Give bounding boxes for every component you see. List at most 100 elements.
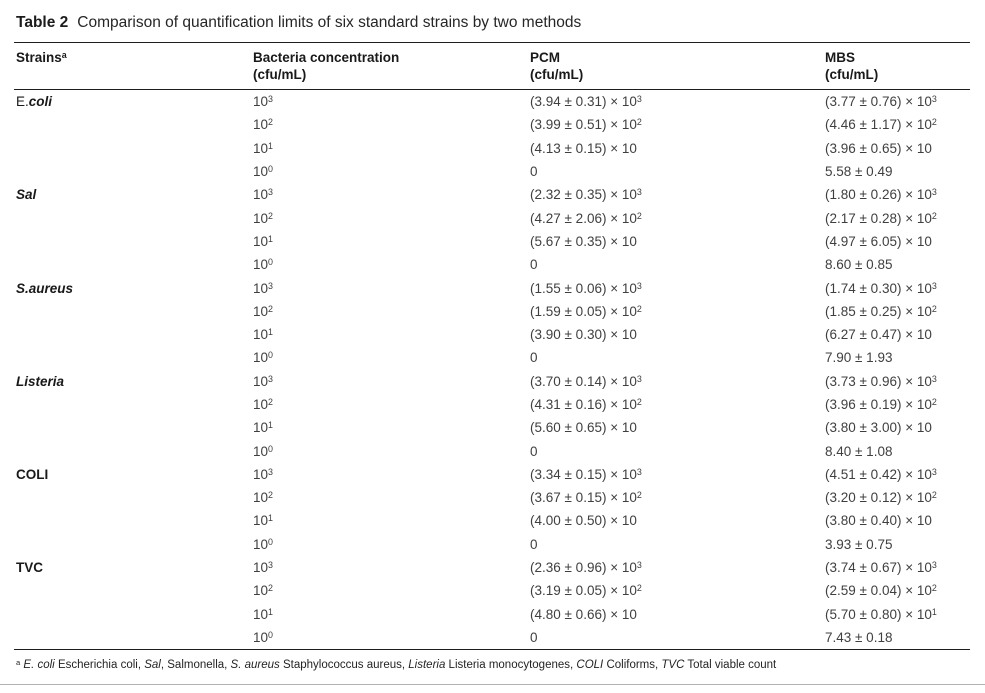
mbs-value-cell: (1.85 ± 0.25) × 102	[825, 303, 937, 319]
concentration-cell: 100	[253, 257, 273, 273]
strain-name-cell: Sal	[16, 187, 37, 203]
strain-name-cell	[14, 439, 251, 462]
strain-name-cell	[14, 626, 251, 650]
concentration-cell: 101	[253, 420, 273, 436]
pcm-value-cell: 0	[530, 350, 538, 366]
mbs-value-cell: (2.17 ± 0.28) × 102	[825, 210, 937, 226]
col-unit-concentration: (cfu/mL)	[253, 67, 307, 82]
pcm-value-cell: (3.67 ± 0.15) × 102	[530, 490, 642, 506]
mbs-value-cell: 7.43 ± 0.18	[825, 629, 893, 645]
mbs-value-cell: (3.73 ± 0.96) × 103	[825, 373, 937, 389]
mbs-value-cell: (3.77 ± 0.76) × 103	[825, 94, 937, 110]
mbs-value-cell: (3.20 ± 0.12) × 102	[825, 490, 937, 506]
table-row: 100 0 8.60 ± 0.85	[14, 253, 970, 276]
strain-name-cell	[14, 137, 251, 160]
strain-name-cell: E.coli	[16, 94, 53, 110]
pcm-value-cell: 0	[530, 164, 538, 180]
strain-name-cell	[14, 509, 251, 532]
strain-name-cell	[14, 160, 251, 183]
table-header: Strainsa Bacteria concentration (cfu/mL)…	[14, 42, 970, 90]
data-table: Strainsa Bacteria concentration (cfu/mL)…	[14, 42, 970, 650]
col-header-strains: Strainsa	[14, 42, 251, 90]
table-row: 100 0 3.93 ± 0.75	[14, 533, 970, 556]
col-header-pcm: PCM (cfu/mL)	[528, 42, 823, 90]
mbs-value-cell: (3.80 ± 0.40) × 10	[825, 513, 932, 529]
table-row: COLI 103 (3.34 ± 0.15) × 103 (4.51 ± 0.42) …	[14, 463, 970, 486]
concentration-cell: 103	[253, 280, 273, 296]
table-footnote: a E. coli Escherichia coli, Sal, Salmone…	[16, 658, 985, 672]
concentration-cell: 102	[253, 210, 273, 226]
strain-name-cell	[14, 416, 251, 439]
pcm-value-cell: (2.32 ± 0.35) × 103	[530, 187, 642, 203]
concentration-cell: 100	[253, 536, 273, 552]
table-caption: Comparison of quantification limits of s…	[77, 14, 582, 31]
col-unit-mbs: (cfu/mL)	[825, 67, 879, 82]
concentration-cell: 102	[253, 583, 273, 599]
concentration-cell: 103	[253, 373, 273, 389]
mbs-value-cell: (4.97 ± 6.05) × 10	[825, 233, 932, 249]
pcm-value-cell: 0	[530, 536, 538, 552]
table-title: Table 2 Comparison of quantification limi…	[16, 12, 985, 42]
pcm-value-cell: (3.70 ± 0.14) × 103	[530, 373, 642, 389]
table-row: S.aureus 103 (1.55 ± 0.06) × 103 (1.74 ± 0.…	[14, 276, 970, 299]
concentration-cell: 103	[253, 94, 273, 110]
footnote-reference: a	[61, 50, 67, 60]
strain-name-cell	[14, 603, 251, 626]
table-row: 102 (3.99 ± 0.51) × 102 (4.46 ± 1.17) × 10…	[14, 113, 970, 136]
table-row: E.coli 103 (3.94 ± 0.31) × 103 (3.77 ± 0.76…	[14, 90, 970, 114]
table-row: 101 (4.80 ± 0.66) × 10 (5.70 ± 0.80) × 101	[14, 603, 970, 626]
mbs-value-cell: (3.96 ± 0.65) × 10	[825, 140, 932, 156]
table-row: 102 (4.27 ± 2.06) × 102 (2.17 ± 0.28) × 10…	[14, 206, 970, 229]
concentration-cell: 103	[253, 466, 273, 482]
concentration-cell: 102	[253, 303, 273, 319]
concentration-cell: 101	[253, 513, 273, 529]
pcm-value-cell: (4.13 ± 0.15) × 10	[530, 140, 637, 156]
header-row: Strainsa Bacteria concentration (cfu/mL)…	[14, 42, 970, 90]
mbs-value-cell: (6.27 ± 0.47) × 10	[825, 327, 932, 343]
strain-name-cell: Listeria	[16, 373, 65, 389]
pcm-value-cell: (2.36 ± 0.96) × 103	[530, 560, 642, 576]
pcm-value-cell: (3.94 ± 0.31) × 103	[530, 94, 642, 110]
mbs-value-cell: 8.40 ± 1.08	[825, 443, 893, 459]
mbs-value-cell: 3.93 ± 0.75	[825, 536, 893, 552]
concentration-cell: 102	[253, 117, 273, 133]
col-header-mbs: MBS (cfu/mL)	[823, 42, 970, 90]
table-row: 100 0 7.43 ± 0.18	[14, 626, 970, 650]
mbs-value-cell: 7.90 ± 1.93	[825, 350, 893, 366]
pcm-value-cell: (3.19 ± 0.05) × 102	[530, 583, 642, 599]
concentration-cell: 102	[253, 490, 273, 506]
strain-name-cell	[14, 230, 251, 253]
pcm-value-cell: (1.59 ± 0.05) × 102	[530, 303, 642, 319]
mbs-value-cell: 5.58 ± 0.49	[825, 164, 893, 180]
mbs-value-cell: (1.80 ± 0.26) × 103	[825, 187, 937, 203]
concentration-cell: 100	[253, 164, 273, 180]
mbs-value-cell: (3.74 ± 0.67) × 103	[825, 560, 937, 576]
table-row: 101 (4.13 ± 0.15) × 10 (3.96 ± 0.65) × 10	[14, 137, 970, 160]
table-row: 102 (3.67 ± 0.15) × 102 (3.20 ± 0.12) × 10…	[14, 486, 970, 509]
concentration-cell: 103	[253, 187, 273, 203]
table-row: 101 (5.60 ± 0.65) × 10 (3.80 ± 3.00) × 10	[14, 416, 970, 439]
pcm-value-cell: (5.67 ± 0.35) × 10	[530, 233, 637, 249]
pcm-value-cell: (5.60 ± 0.65) × 10	[530, 420, 637, 436]
mbs-value-cell: (5.70 ± 0.80) × 101	[825, 606, 937, 622]
concentration-cell: 101	[253, 327, 273, 343]
pcm-value-cell: 0	[530, 257, 538, 273]
table-row: 101 (3.90 ± 0.30) × 10 (6.27 ± 0.47) × 10	[14, 323, 970, 346]
strain-name-cell	[14, 113, 251, 136]
strain-name-cell	[14, 206, 251, 229]
concentration-cell: 101	[253, 140, 273, 156]
strain-name-cell: COLI	[16, 466, 49, 482]
pcm-value-cell: (4.80 ± 0.66) × 10	[530, 606, 637, 622]
mbs-value-cell: (4.51 ± 0.42) × 103	[825, 466, 937, 482]
table-row: TVC 103 (2.36 ± 0.96) × 103 (3.74 ± 0.67) ×…	[14, 556, 970, 579]
mbs-value-cell: (4.46 ± 1.17) × 102	[825, 117, 937, 133]
footnote-text: E. coli Escherichia coli, Sal, Salmonell…	[23, 659, 777, 672]
pcm-value-cell: (3.99 ± 0.51) × 102	[530, 117, 642, 133]
strain-name-cell: TVC	[16, 560, 43, 576]
pcm-value-cell: 0	[530, 629, 538, 645]
strain-name-cell	[14, 486, 251, 509]
concentration-cell: 100	[253, 350, 273, 366]
concentration-cell: 101	[253, 233, 273, 249]
pcm-value-cell: (4.27 ± 2.06) × 102	[530, 210, 642, 226]
